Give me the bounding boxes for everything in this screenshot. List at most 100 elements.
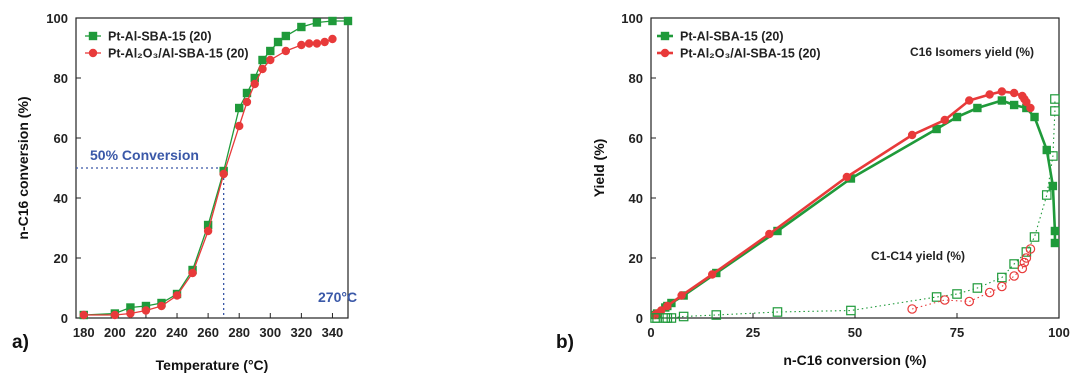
panel-b-ticks: 0 25 50 75 100 0 20 40 60 80 100 xyxy=(621,11,1070,340)
data-point xyxy=(328,16,337,26)
data-point xyxy=(281,31,291,41)
series-line xyxy=(83,20,348,316)
data-point xyxy=(343,16,353,26)
data-point xyxy=(297,22,306,32)
panel-b-isomers-annotation: C16 Isomers yield (%) xyxy=(910,45,1034,59)
data-point xyxy=(1019,257,1030,268)
x-tick-label: 280 xyxy=(228,325,250,340)
panel-a-label: a) xyxy=(12,332,29,353)
data-point xyxy=(250,79,259,89)
data-point xyxy=(1009,100,1019,110)
x-tick-label: 180 xyxy=(73,325,95,340)
y-tick-label: 60 xyxy=(54,131,68,146)
x-tick-label: 25 xyxy=(746,325,760,340)
data-point xyxy=(250,73,259,83)
y-tick-label: 100 xyxy=(621,11,643,26)
data-point xyxy=(141,306,151,315)
panel-b-cracking-annotation: C1-C14 yield (%) xyxy=(871,249,965,263)
data-point xyxy=(1050,226,1060,236)
x-tick-label: 300 xyxy=(259,325,281,340)
y-tick-label: 100 xyxy=(46,11,68,26)
data-point xyxy=(932,124,941,134)
x-tick-label: 100 xyxy=(1048,325,1070,340)
series-line xyxy=(654,90,1032,317)
panel-b-y-axis-label: Yield (%) xyxy=(591,139,607,198)
series-line xyxy=(655,99,1056,319)
data-point xyxy=(952,289,962,299)
data-point xyxy=(1050,94,1060,104)
data-point xyxy=(157,301,166,311)
data-point xyxy=(846,174,856,183)
data-point xyxy=(677,291,686,300)
data-point xyxy=(1041,190,1052,200)
data-point xyxy=(965,96,974,105)
y-tick-label: 0 xyxy=(636,311,643,326)
data-point xyxy=(1048,151,1058,161)
data-point xyxy=(663,301,672,311)
data-point xyxy=(258,55,267,65)
data-point xyxy=(1042,145,1051,155)
panel-b-yield-chart: 0 25 50 75 100 0 20 40 60 80 100 Pt-Al-SBA-15 (20)… xyxy=(556,11,1070,368)
data-point xyxy=(997,96,1007,105)
x-tick-label: 200 xyxy=(104,325,126,340)
x-tick-label: 260 xyxy=(197,325,219,340)
panel-a-conversion-annotation: 50% Conversion xyxy=(90,147,199,163)
x-tick-label: 50 xyxy=(848,325,862,340)
data-point xyxy=(219,169,228,179)
data-point xyxy=(842,172,852,182)
data-point xyxy=(657,306,666,315)
data-point xyxy=(940,115,949,125)
data-point xyxy=(773,226,782,236)
legend-marker xyxy=(88,48,98,58)
legend-label: Pt-Al₂O₃/Al-SBA-15 (20) xyxy=(680,47,821,61)
data-point xyxy=(772,307,783,317)
data-point xyxy=(1030,112,1039,122)
y-tick-label: 20 xyxy=(54,251,68,266)
data-point xyxy=(235,103,244,113)
data-point xyxy=(846,305,856,316)
data-point xyxy=(203,220,213,230)
data-point xyxy=(242,97,252,107)
legend-label: Pt-Al-SBA-15 (20) xyxy=(680,30,784,44)
panel-a-series xyxy=(79,16,353,320)
data-point xyxy=(266,46,275,56)
data-point xyxy=(952,112,962,122)
data-point xyxy=(939,295,950,305)
data-point xyxy=(126,309,135,318)
data-point xyxy=(1029,232,1040,242)
data-point xyxy=(1022,97,1031,107)
data-point xyxy=(1050,238,1060,248)
data-point xyxy=(304,39,314,48)
data-point xyxy=(711,310,722,320)
data-point xyxy=(328,34,337,44)
panel-b-x-axis-label: n-C16 conversion (%) xyxy=(783,352,926,368)
panel-a-y-axis-label: n-C16 conversion (%) xyxy=(15,96,31,239)
legend-marker xyxy=(88,31,98,41)
data-point xyxy=(203,226,213,236)
series-line xyxy=(911,248,1031,310)
data-point xyxy=(258,64,267,74)
x-tick-label: 320 xyxy=(291,325,313,340)
data-point xyxy=(172,291,182,300)
data-point xyxy=(1009,88,1019,98)
x-tick-label: 340 xyxy=(322,325,344,340)
series-line xyxy=(654,99,1057,317)
data-point xyxy=(997,272,1007,283)
data-point xyxy=(1017,263,1028,274)
y-tick-label: 40 xyxy=(54,191,68,206)
data-point xyxy=(1021,253,1032,263)
panel-a-guides xyxy=(76,167,225,318)
data-point xyxy=(266,55,275,65)
data-point xyxy=(235,121,244,131)
legend-label: Pt-Al-SBA-15 (20) xyxy=(108,30,212,44)
panel-a-x-axis-label: Temperature (°C) xyxy=(156,357,269,373)
data-point xyxy=(1025,244,1036,254)
data-point xyxy=(110,310,120,320)
data-point xyxy=(188,268,197,278)
x-tick-label: 240 xyxy=(166,325,188,340)
data-point xyxy=(320,37,329,47)
x-tick-label: 220 xyxy=(135,325,157,340)
data-point xyxy=(1009,259,1019,269)
panel-a-temperature-annotation: 270°C xyxy=(318,289,357,305)
legend-label: Pt-Al₂O₃/Al-SBA-15 (20) xyxy=(108,47,249,61)
